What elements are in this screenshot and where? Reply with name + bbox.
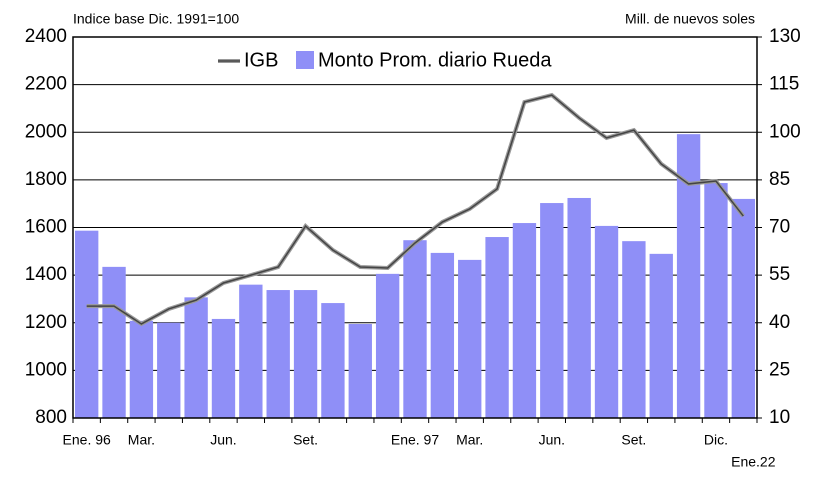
bar: [731, 198, 755, 418]
legend-swatch: [296, 51, 314, 69]
y-tick-label: 1200: [25, 312, 67, 333]
y2-tick-label: 85: [769, 169, 790, 190]
x-tick-label: Dic.: [704, 432, 728, 448]
bar: [129, 320, 154, 418]
bar: [512, 223, 537, 418]
y-tick-label: 1400: [25, 264, 67, 285]
y2-tick-label: 55: [769, 264, 790, 285]
x-tick-label: Ene. 97: [391, 432, 439, 448]
y-tick-label: 2000: [25, 121, 67, 142]
y2-axis-title: Mill. de nuevos soles: [625, 11, 755, 27]
bar: [157, 322, 181, 418]
y-tick-label: 1800: [25, 169, 67, 190]
bar: [458, 259, 482, 418]
bar: [239, 284, 263, 418]
y2-tick-label: 10: [769, 407, 790, 428]
y-axis-title: Indice base Dic. 1991=100: [73, 11, 239, 27]
plot-frame: [72, 36, 758, 419]
bar: [321, 303, 345, 418]
bar: [375, 273, 400, 418]
bar: [266, 290, 290, 418]
x-tick-label: Mar.: [128, 432, 155, 448]
y-tick-label: 1600: [25, 217, 67, 238]
bar: [403, 240, 427, 418]
y2-tick-label: 25: [769, 359, 790, 380]
bar: [184, 297, 208, 418]
x-tick-label: Jun.: [210, 432, 236, 448]
y2-tick-label: 100: [769, 121, 801, 142]
y-tick-label: 800: [35, 407, 67, 428]
bar: [293, 290, 318, 418]
y2-tick-label: 40: [769, 312, 790, 333]
x-tick-label: Set.: [293, 432, 318, 448]
bar: [567, 197, 591, 418]
y2-tick-label: 130: [769, 26, 801, 47]
bar: [622, 241, 646, 418]
line-core: [86, 94, 744, 325]
x-tick-label: Jun.: [539, 432, 565, 448]
x-tick-label: Mar.: [456, 432, 483, 448]
x-tick-label: Ene.22: [731, 454, 776, 470]
y-tick-label: 1000: [25, 359, 67, 380]
bar: [75, 230, 99, 418]
bar: [676, 134, 701, 418]
x-tick-label: Ene. 96: [63, 432, 111, 448]
bar: [348, 324, 372, 418]
y2-tick-label: 70: [769, 217, 790, 238]
bar: [540, 203, 564, 418]
legend-label: Monto Prom. diario Rueda: [318, 49, 552, 71]
bar: [594, 225, 619, 418]
bar: [649, 253, 673, 418]
bar: [102, 266, 126, 418]
bar: [704, 183, 728, 418]
y2-tick-label: 115: [769, 74, 799, 95]
legend-label: IGB: [244, 49, 278, 71]
bar: [485, 237, 509, 418]
y-tick-label: 2200: [25, 74, 67, 95]
x-tick-label: Set.: [621, 432, 646, 448]
bar: [211, 318, 236, 418]
y-tick-label: 2400: [25, 26, 67, 47]
bar: [430, 252, 455, 418]
